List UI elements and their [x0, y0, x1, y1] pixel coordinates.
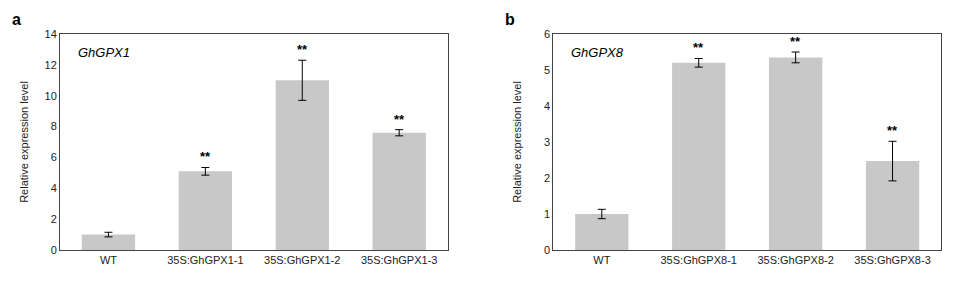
svg-text:**: ** [394, 112, 405, 127]
svg-text:**: ** [693, 40, 704, 55]
svg-text:2: 2 [544, 172, 550, 184]
svg-text:GhGPX8: GhGPX8 [571, 45, 624, 60]
svg-text:**: ** [200, 149, 211, 164]
svg-text:6: 6 [544, 28, 550, 40]
svg-text:b: b [505, 11, 515, 28]
svg-text:Relative expression level: Relative expression level [511, 81, 523, 203]
svg-text:10: 10 [45, 90, 57, 102]
svg-text:**: ** [790, 34, 801, 49]
svg-text:14: 14 [45, 28, 57, 40]
svg-text:4: 4 [544, 100, 550, 112]
svg-text:0: 0 [51, 244, 57, 256]
svg-text:**: ** [297, 42, 308, 57]
svg-text:2: 2 [51, 213, 57, 225]
svg-text:35S:GhGPX1-2: 35S:GhGPX1-2 [264, 254, 340, 266]
svg-text:0: 0 [544, 244, 550, 256]
svg-text:35S:GhGPX1-3: 35S:GhGPX1-3 [361, 254, 437, 266]
svg-text:8: 8 [51, 120, 57, 132]
svg-text:35S:GhGPX8-3: 35S:GhGPX8-3 [854, 254, 930, 266]
svg-text:5: 5 [544, 64, 550, 76]
svg-text:3: 3 [544, 136, 550, 148]
svg-text:35S:GhGPX8-2: 35S:GhGPX8-2 [757, 254, 833, 266]
svg-text:1: 1 [544, 208, 550, 220]
svg-text:WT: WT [100, 254, 117, 266]
svg-text:Relative expression level: Relative expression level [18, 81, 30, 203]
svg-text:GhGPX1: GhGPX1 [78, 45, 130, 60]
svg-text:4: 4 [51, 182, 57, 194]
svg-text:12: 12 [45, 59, 57, 71]
svg-text:a: a [12, 11, 21, 28]
svg-text:6: 6 [51, 151, 57, 163]
svg-text:35S:GhGPX8-1: 35S:GhGPX8-1 [661, 254, 737, 266]
svg-text:WT: WT [593, 254, 610, 266]
svg-text:**: ** [887, 123, 898, 138]
svg-text:35S:GhGPX1-1: 35S:GhGPX1-1 [167, 254, 243, 266]
